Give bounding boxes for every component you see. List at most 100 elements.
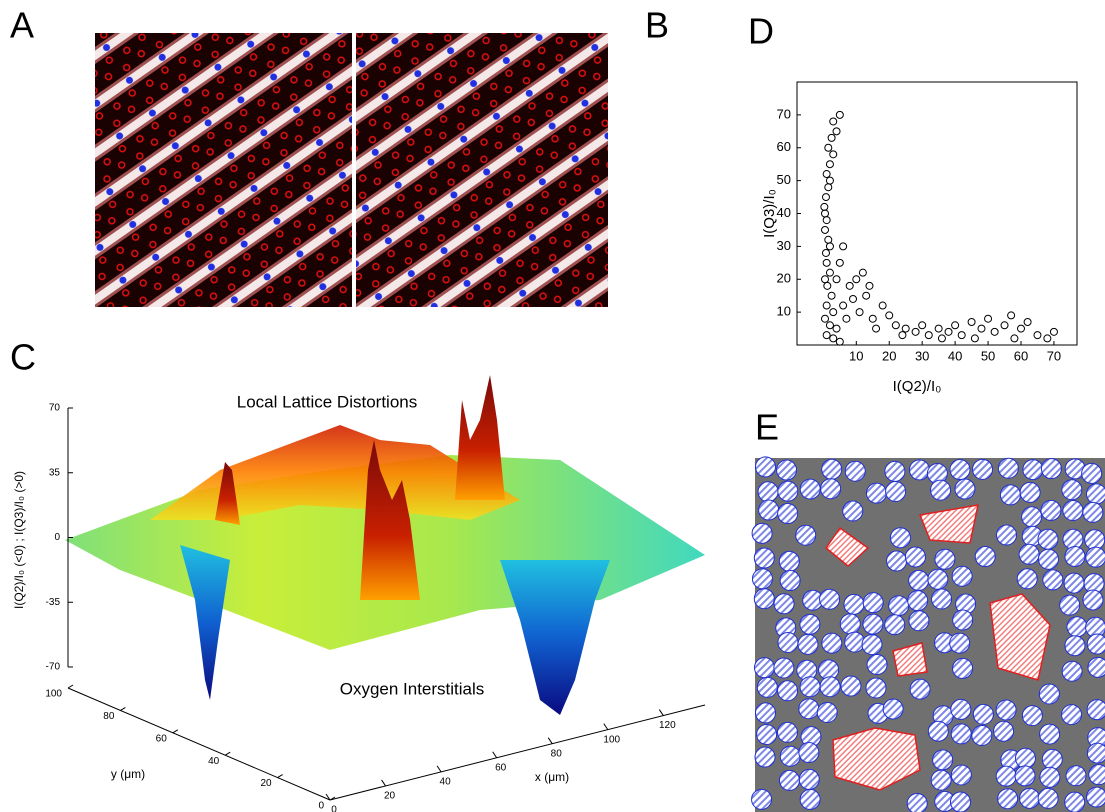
grain (843, 593, 865, 615)
grain (1086, 633, 1105, 655)
y-tick-label: 0 (318, 801, 324, 812)
point (1049, 327, 1058, 336)
point (865, 281, 874, 290)
point (934, 324, 943, 333)
point (872, 324, 881, 333)
point (849, 294, 857, 303)
y-tick (329, 796, 336, 801)
x-tick (325, 793, 331, 801)
grain (888, 595, 910, 617)
grain (1040, 499, 1062, 521)
grain (908, 569, 930, 591)
y-tick-label: 100 (45, 689, 62, 700)
grain (882, 698, 904, 720)
point (827, 133, 836, 142)
point (911, 327, 920, 336)
grain (799, 788, 821, 810)
annotation: Local Lattice Distortions (237, 392, 417, 411)
plot-frame (796, 81, 1078, 346)
grain (777, 480, 799, 502)
point (862, 291, 871, 300)
grain (820, 478, 842, 500)
y-tick-label: 40 (777, 205, 791, 220)
y-tick-label: 60 (777, 139, 791, 154)
grain (1087, 656, 1105, 678)
grain (949, 632, 971, 654)
lattice-image-b (356, 33, 608, 307)
grain (1018, 543, 1040, 565)
grain (1086, 742, 1105, 764)
panel-label: E (755, 407, 779, 448)
grain (952, 657, 974, 679)
point (821, 225, 829, 234)
point (951, 321, 960, 330)
y-tick-label: 30 (777, 238, 791, 253)
y-tick-label: 20 (260, 778, 272, 789)
x-tick (381, 779, 386, 787)
grain (952, 609, 974, 631)
point (1023, 317, 1032, 326)
y-tick-label: 80 (103, 711, 115, 722)
grain (798, 768, 820, 790)
x-tick-label: 60 (495, 762, 507, 773)
grain (755, 702, 777, 724)
grain (1021, 506, 1043, 528)
grain (1063, 572, 1085, 594)
grain (1082, 589, 1104, 611)
point (829, 117, 838, 126)
point (984, 314, 993, 323)
x-tick-label: 30 (915, 348, 929, 363)
point (825, 321, 834, 330)
grain (1085, 483, 1105, 505)
y-axis (67, 687, 331, 801)
point (823, 281, 832, 290)
grain (799, 676, 821, 698)
x-tick-label: 10 (849, 348, 863, 363)
point (1000, 321, 1009, 330)
grain (930, 479, 952, 501)
panel-label: A (10, 5, 34, 46)
grain (773, 593, 795, 615)
x-tick-label: 70 (1047, 348, 1061, 363)
point (820, 202, 829, 211)
point (898, 331, 907, 340)
grain (995, 699, 1017, 721)
y-tick-label: 60 (156, 733, 168, 744)
grain (1016, 568, 1038, 590)
grain (773, 657, 795, 679)
panel-label: B (645, 5, 669, 46)
grain (908, 459, 930, 481)
z-tick-label: -70 (46, 662, 61, 673)
grain (1085, 546, 1105, 568)
grain (1081, 462, 1103, 484)
grain (1014, 765, 1036, 787)
grain (777, 632, 799, 654)
point (878, 301, 887, 310)
grain (754, 456, 776, 478)
y-tick-label: 70 (777, 106, 791, 121)
grain (866, 654, 888, 676)
y-tick (224, 751, 231, 756)
surface (65, 375, 705, 715)
x-tick-label: 40 (948, 348, 962, 363)
grain (908, 610, 930, 632)
grain (776, 721, 798, 743)
grain (906, 792, 928, 812)
grain (753, 657, 775, 679)
grain (1064, 545, 1086, 567)
grain (1061, 660, 1083, 682)
point (829, 308, 838, 317)
point (827, 291, 836, 300)
grain (751, 568, 773, 590)
x-tick-label: 80 (551, 748, 563, 759)
grain (930, 769, 952, 791)
grain (840, 675, 862, 697)
point (868, 314, 877, 323)
grain (1040, 458, 1062, 480)
x-tick-label: 20 (384, 791, 396, 802)
grain (821, 632, 843, 654)
x-tick-label: 50 (981, 348, 995, 363)
y-axis-label: I(Q3)/I₀ (761, 189, 778, 238)
grain (889, 527, 911, 549)
panel-label: C (10, 337, 36, 378)
